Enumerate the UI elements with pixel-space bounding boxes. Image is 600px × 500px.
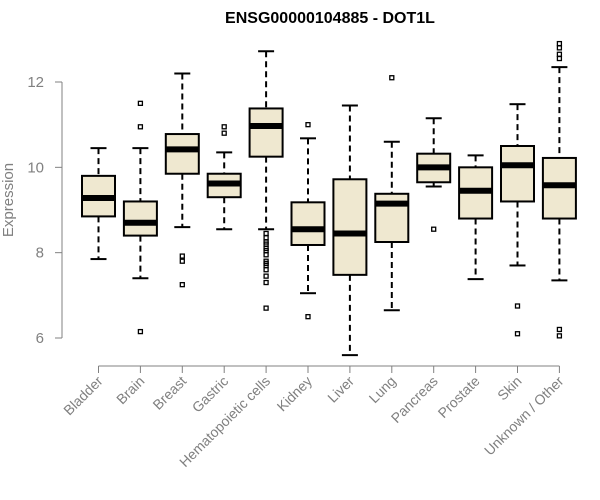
outlier-point [263, 230, 269, 237]
outlier-point [431, 226, 437, 232]
outlier-point [556, 333, 563, 339]
outlier-point [305, 314, 311, 320]
box-iqr [248, 107, 284, 158]
outlier-point [556, 51, 563, 57]
x-tick-label: Breast [149, 373, 189, 413]
box-iqr [332, 178, 368, 276]
y-axis: 6 8 10 12 [27, 74, 63, 347]
box-group [206, 124, 242, 231]
outlier-point [179, 282, 185, 288]
outlier-point [556, 40, 563, 47]
box-group [290, 122, 326, 320]
box-group [81, 147, 116, 261]
outlier-point [556, 55, 563, 62]
x-tick-label: Unknown / Other [481, 373, 567, 459]
x-tick-label: Prostate [435, 373, 483, 421]
outlier-point [263, 279, 269, 286]
y-axis-label: Expression [0, 163, 17, 237]
outlier-point [179, 253, 185, 259]
outlier-point [514, 331, 521, 337]
box-group [416, 117, 452, 232]
box-group [374, 75, 410, 312]
outlier-point [263, 267, 269, 273]
outlier-point [137, 124, 144, 130]
y-tick-label: 10 [27, 159, 44, 176]
outlier-point [263, 305, 269, 311]
outlier-point [305, 122, 311, 128]
x-tick-label: Brain [113, 373, 147, 407]
chart-title: ENSG00000104885 - DOT1L [225, 10, 435, 27]
y-tick-label: 6 [36, 330, 44, 347]
box-iqr [164, 133, 200, 175]
box-group [164, 72, 200, 288]
outlier-point [556, 326, 563, 333]
x-tick-label: Skin [494, 373, 525, 404]
boxplot-series [81, 40, 577, 357]
outlier-point [221, 130, 227, 136]
outlier-point [263, 252, 269, 258]
outlier-point [514, 303, 521, 309]
box-group [248, 50, 284, 311]
y-tick-label: 12 [27, 74, 44, 91]
x-tick-label: Pancreas [388, 373, 441, 426]
box-group [122, 100, 158, 335]
outlier-point [263, 258, 269, 264]
y-tick-label: 8 [36, 245, 44, 262]
box-group [458, 154, 494, 281]
outlier-point [389, 75, 395, 81]
x-tick-label: Bladder [60, 373, 106, 419]
box-group [332, 104, 368, 357]
outlier-point [179, 258, 185, 264]
x-tick-label: Lung [366, 373, 399, 406]
box-group [541, 40, 577, 339]
outlier-point [137, 328, 144, 335]
box-iqr [122, 200, 158, 237]
box-iqr [290, 201, 326, 246]
box-group [500, 103, 535, 337]
outlier-point [221, 124, 227, 130]
box-iqr [500, 145, 535, 203]
outlier-point [263, 273, 269, 279]
x-tick-label: Kidney [274, 373, 316, 415]
outlier-point [556, 45, 563, 51]
outlier-point [137, 100, 144, 106]
outlier-point [263, 235, 269, 241]
x-tick-label: Liver [324, 373, 357, 406]
